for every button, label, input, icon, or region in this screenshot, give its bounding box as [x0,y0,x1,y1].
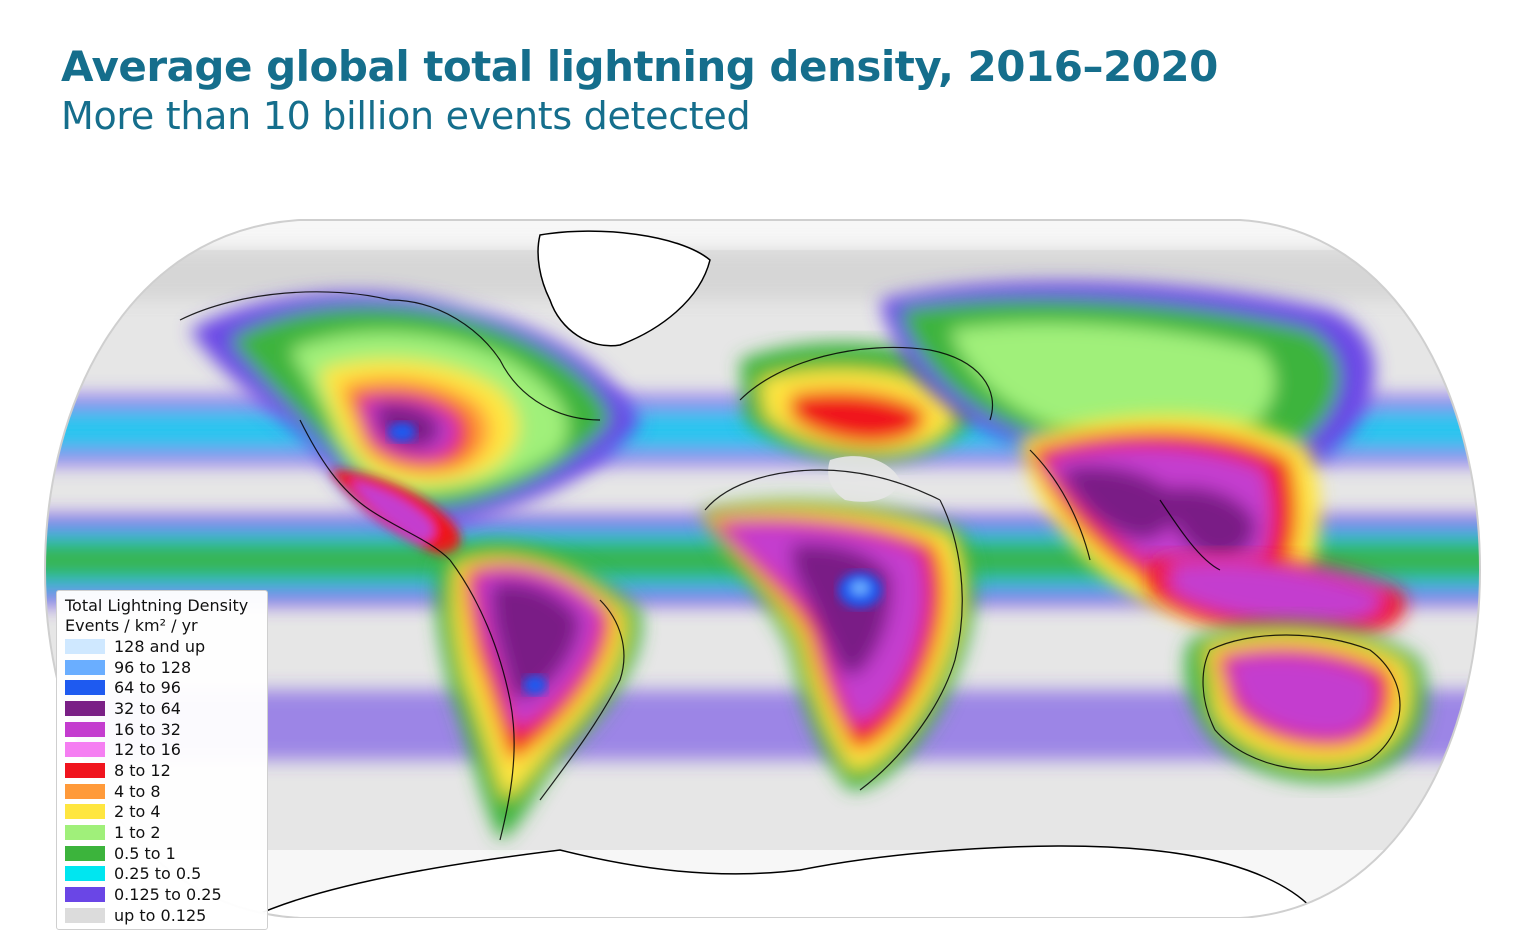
legend-label: 0.5 to 1 [114,843,176,863]
legend-item: 2 to 4 [65,802,267,823]
map-subtitle: More than 10 billion events detected [61,94,751,138]
legend-item: 4 to 8 [65,781,267,802]
legend-swatch [65,825,105,841]
north-america-peak [388,422,416,442]
legend-item: 96 to 128 [65,657,267,678]
legend-label: 32 to 64 [114,698,181,718]
maritime-continent-density [1150,554,1406,640]
legend-item: up to 0.125 [65,905,267,926]
legend-swatch [65,804,105,820]
legend-swatch [65,680,105,696]
legend-units: Events / km² / yr [65,616,198,635]
legend-swatch [65,721,105,737]
legend-swatch [65,887,105,903]
asia-density [880,281,1375,471]
legend-item: 0.25 to 0.5 [65,864,267,885]
legend-swatch [65,742,105,758]
legend-items: 128 and up 96 to 128 64 to 96 32 to 64 16 to… [65,636,267,926]
map-title: Average global total lightning density, … [61,42,1218,91]
legend-label: 0.125 to 0.25 [114,885,222,905]
sahara-low-density [828,456,900,502]
legend-label: 16 to 32 [114,719,181,739]
central-america-density [330,470,461,556]
africa-peak-core [851,581,869,595]
legend-item: 128 and up [65,636,267,657]
legend-label: 8 to 12 [114,760,171,780]
legend-swatch [65,907,105,923]
legend-label: 2 to 4 [114,802,161,822]
legend-item: 0.125 to 0.25 [65,884,267,905]
legend-swatch [65,659,105,675]
map-legend: Total Lightning Density Events / km² / y… [56,590,268,930]
legend-swatch [65,845,105,861]
south-america-peak [523,675,547,695]
coastlines [179,291,1401,841]
north-america-density [190,292,640,528]
legend-item: 16 to 32 [65,719,267,740]
legend-label: 0.25 to 0.5 [114,864,202,884]
legend-label: 4 to 8 [114,781,161,801]
legend-swatch [65,783,105,799]
globe-outline [44,219,1481,918]
legend-label: 96 to 128 [114,657,192,677]
legend-title: Total Lightning Density [65,596,249,615]
band-arctic-gray [45,250,1480,300]
africa-density [700,499,975,790]
legend-item: 8 to 12 [65,760,267,781]
legend-swatch [65,638,105,654]
legend-swatch [65,762,105,778]
legend-label: 12 to 16 [114,740,181,760]
australia-density [1184,622,1427,782]
legend-item: 12 to 16 [65,739,267,760]
legend-label: 1 to 2 [114,823,161,843]
legend-swatch [65,866,105,882]
legend-label: 64 to 96 [114,678,181,698]
legend-item: 1 to 2 [65,822,267,843]
antarctica-landmass [249,845,1322,918]
legend-item: 0.5 to 1 [65,843,267,864]
legend-swatch [65,700,105,716]
legend-item: 64 to 96 [65,677,267,698]
legend-item: 32 to 64 [65,698,267,719]
legend-label: 128 and up [114,636,206,656]
greenland-landmass [537,230,711,347]
legend-label: up to 0.125 [114,905,207,925]
lightning-density-world-map [44,219,1481,918]
